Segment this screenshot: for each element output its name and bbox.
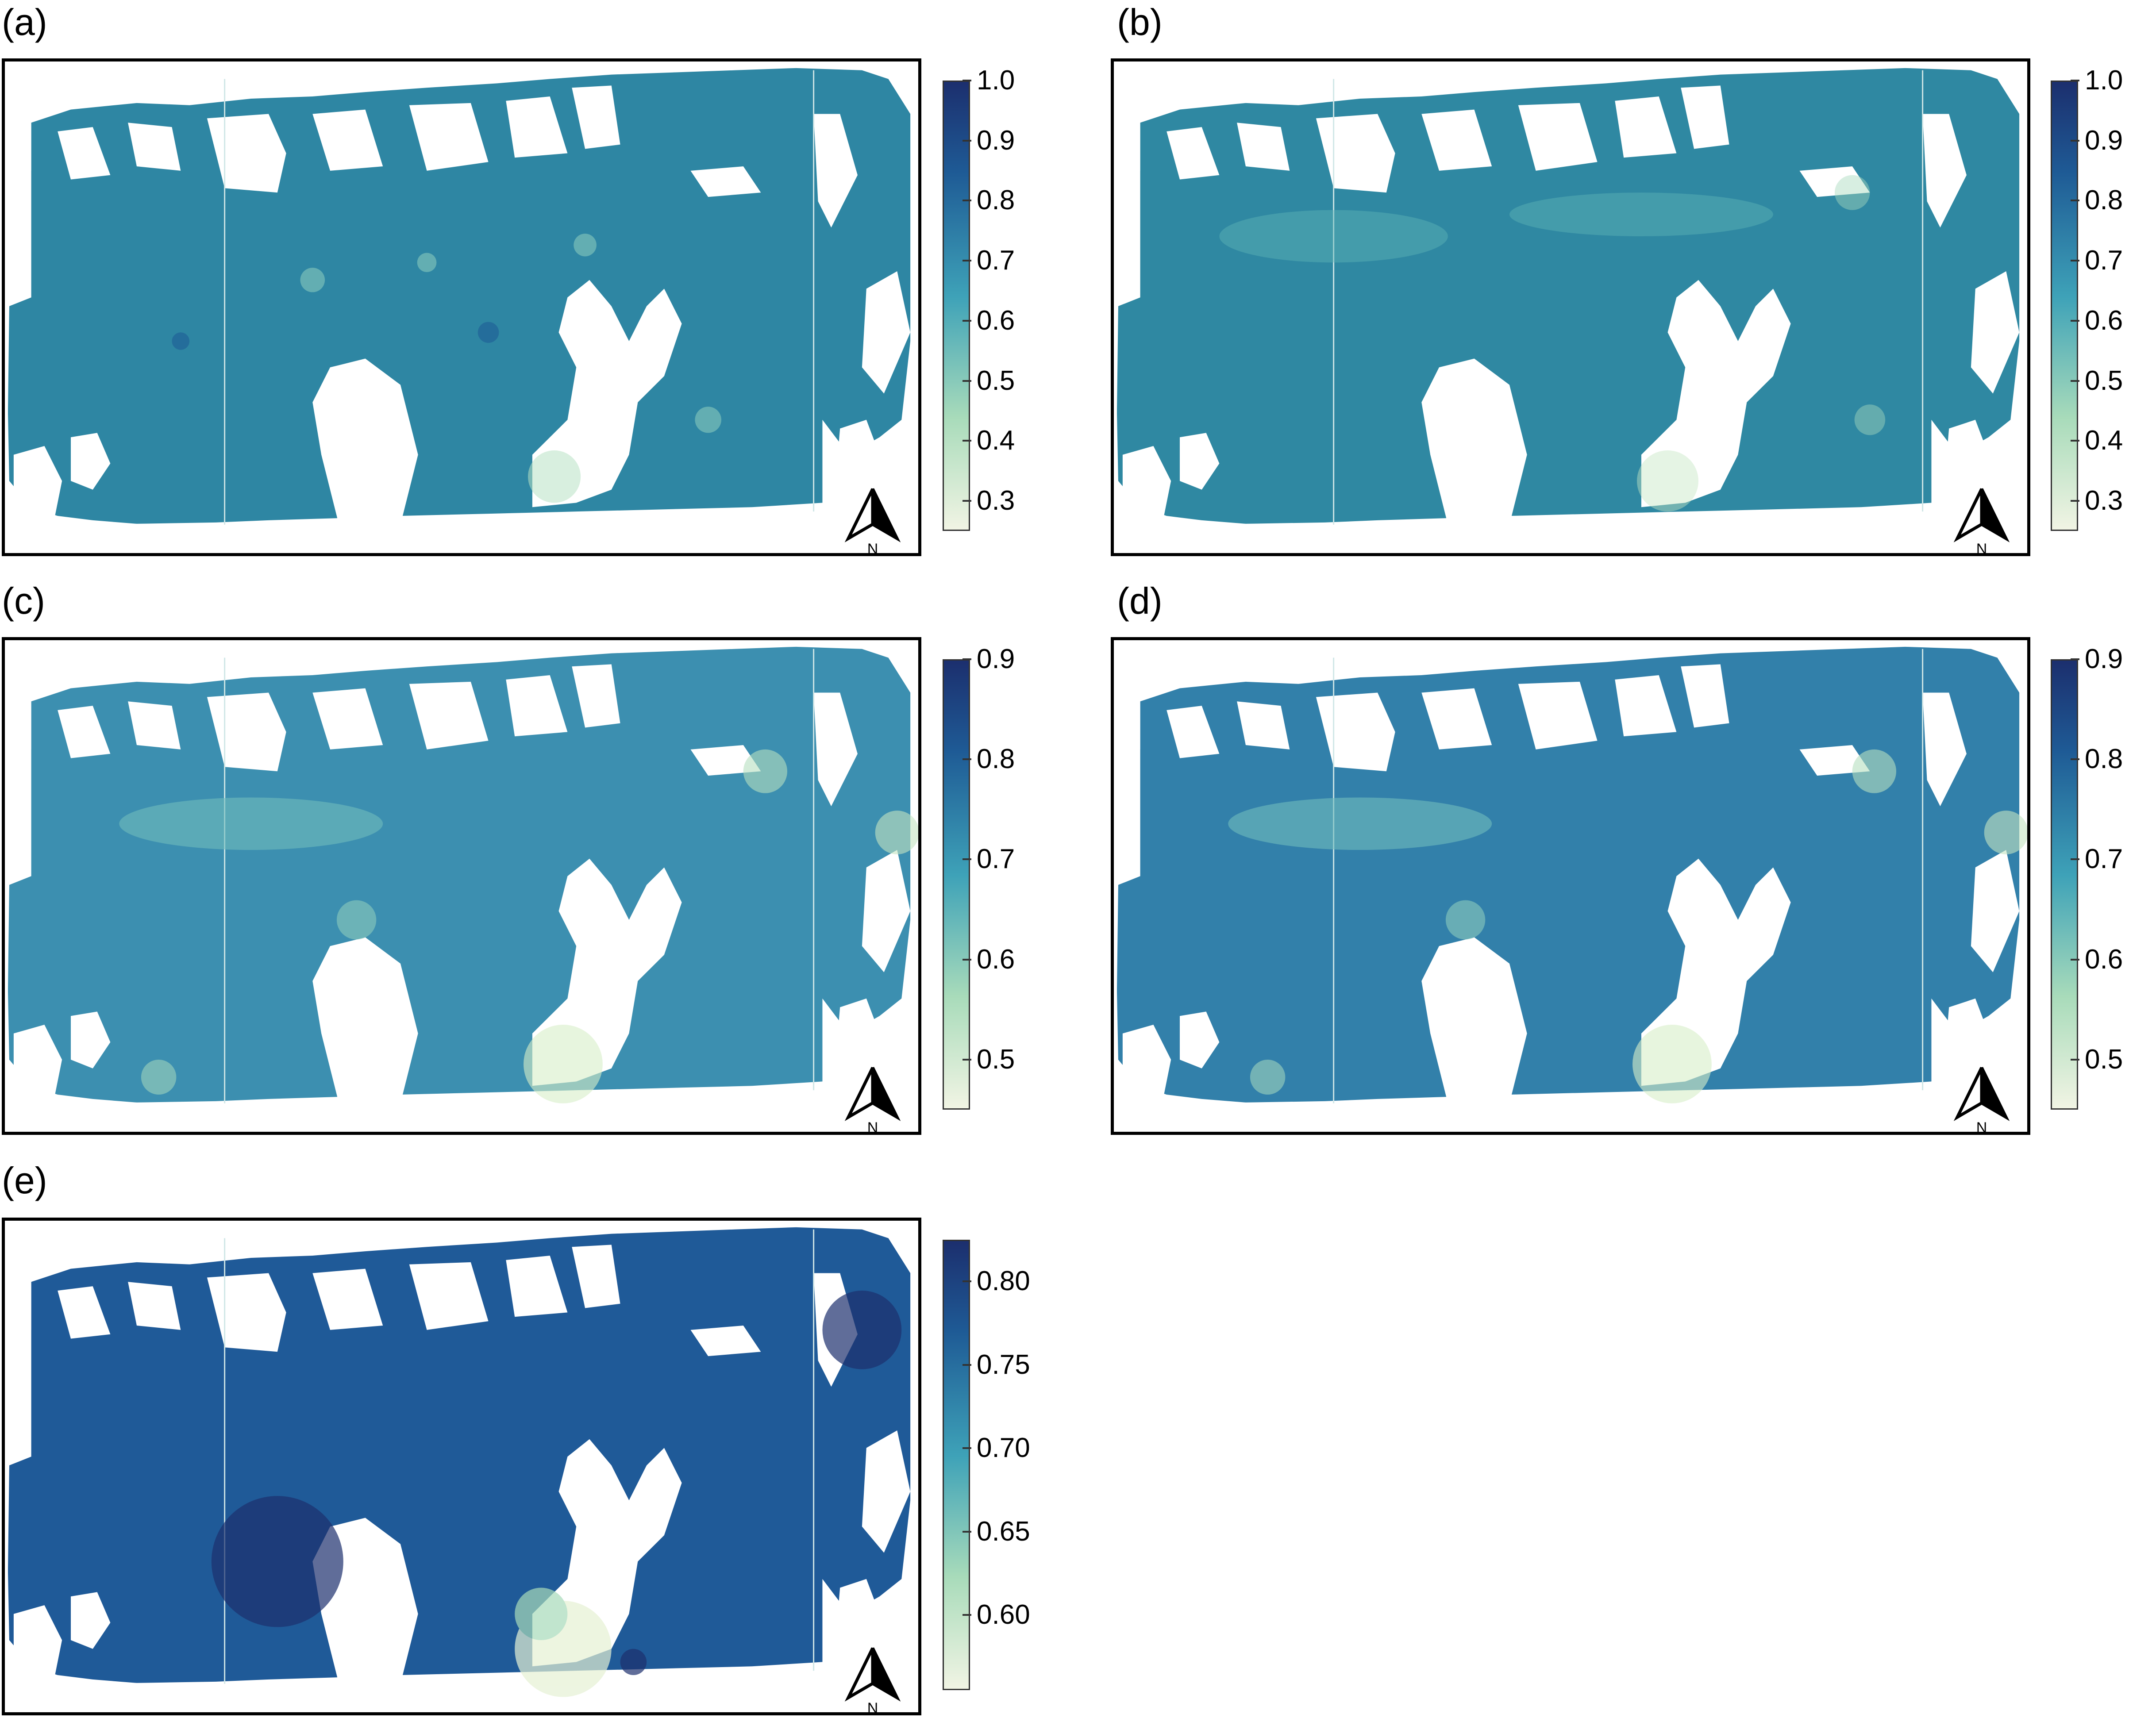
colorbar-tick-label: 0.5 bbox=[2085, 1044, 2123, 1075]
colorbar-tick-mark bbox=[962, 380, 971, 382]
colorbar-tick-label: 0.5 bbox=[2085, 365, 2123, 396]
colorbar-tick-label: 0.9 bbox=[2085, 644, 2123, 674]
colorbar-tick-mark bbox=[962, 1530, 971, 1533]
panel-label-c: (c) bbox=[2, 580, 45, 622]
colorbar-tick-mark bbox=[962, 1364, 971, 1366]
colorbar-tick-mark bbox=[962, 758, 971, 761]
colorbar-tick-mark bbox=[2071, 858, 2079, 861]
north-label-d: N bbox=[1976, 1119, 1987, 1135]
colorbar-tick-label: 0.75 bbox=[977, 1349, 1030, 1380]
colorbar-tick-mark bbox=[2071, 658, 2079, 660]
colorbar-tick-label: 0.70 bbox=[977, 1433, 1030, 1464]
north-label-c: N bbox=[867, 1119, 878, 1135]
map-panel-a: N bbox=[2, 58, 921, 556]
colorbar-tick-label: 0.6 bbox=[2085, 305, 2123, 336]
colorbar-tick-label: 0.9 bbox=[977, 644, 1015, 674]
colorbar-tick-mark bbox=[962, 1280, 971, 1283]
colorbar-tick-label: 0.8 bbox=[2085, 744, 2123, 775]
colorbar-tick-label: 0.8 bbox=[2085, 185, 2123, 216]
colorbar-c bbox=[943, 659, 970, 1110]
north-arrow-b: N bbox=[1948, 485, 2015, 556]
colorbar-tick-mark bbox=[962, 80, 971, 81]
colorbar-a bbox=[943, 81, 970, 531]
colorbar-tick-label: 0.9 bbox=[977, 125, 1015, 156]
north-arrow-d: N bbox=[1948, 1064, 2015, 1135]
colorbar-tick-mark bbox=[962, 658, 971, 660]
colorbar-tick-label: 0.6 bbox=[977, 305, 1015, 336]
colorbar-tick-label: 0.3 bbox=[977, 485, 1015, 516]
map-panel-b: N bbox=[1111, 58, 2030, 556]
north-arrow-c: N bbox=[839, 1064, 906, 1135]
colorbar-b bbox=[2051, 81, 2078, 531]
colorbar-tick-label: 0.5 bbox=[977, 1044, 1015, 1075]
colorbar-tick-mark bbox=[2071, 80, 2079, 81]
colorbar-tick-label: 0.7 bbox=[2085, 844, 2123, 875]
colorbar-tick-mark bbox=[2071, 958, 2079, 961]
map-canvas-d bbox=[1114, 640, 2027, 1132]
colorbar-tick-label: 1.0 bbox=[977, 65, 1015, 96]
colorbar-tick-label: 0.8 bbox=[977, 744, 1015, 775]
north-label-b: N bbox=[1976, 541, 1987, 556]
colorbar-tick-label: 0.7 bbox=[977, 844, 1015, 875]
colorbar-tick-mark bbox=[962, 139, 971, 142]
north-label-e: N bbox=[867, 1700, 878, 1715]
colorbar-tick-mark bbox=[962, 1447, 971, 1449]
colorbar-d bbox=[2051, 659, 2078, 1110]
colorbar-tick-mark bbox=[962, 1614, 971, 1616]
colorbar-tick-label: 0.4 bbox=[2085, 425, 2123, 456]
map-canvas-a bbox=[5, 61, 918, 553]
colorbar-tick-mark bbox=[962, 200, 971, 202]
colorbar-e bbox=[943, 1240, 970, 1690]
colorbar-tick-mark bbox=[962, 260, 971, 262]
colorbar-tick-label: 0.4 bbox=[977, 425, 1015, 456]
colorbar-tick-label: 0.65 bbox=[977, 1516, 1030, 1547]
map-panel-e: N bbox=[2, 1218, 921, 1715]
colorbar-tick-label: 0.60 bbox=[977, 1599, 1030, 1630]
colorbar-tick-mark bbox=[2071, 758, 2079, 761]
colorbar-tick-mark bbox=[2071, 500, 2079, 502]
map-panel-c: N bbox=[2, 637, 921, 1135]
panel-label-d: (d) bbox=[1117, 580, 1163, 622]
map-canvas-b bbox=[1114, 61, 2027, 553]
colorbar-tick-label: 0.5 bbox=[977, 365, 1015, 396]
colorbar-tick-mark bbox=[962, 319, 971, 322]
colorbar-tick-label: 0.6 bbox=[2085, 944, 2123, 975]
panel-label-a: (a) bbox=[2, 1, 47, 43]
colorbar-tick-label: 0.80 bbox=[977, 1266, 1030, 1297]
colorbar-tick-mark bbox=[2071, 260, 2079, 262]
vegetation-index-raster-a bbox=[5, 61, 918, 553]
colorbar-tick-mark bbox=[2071, 139, 2079, 142]
colorbar-tick-mark bbox=[2071, 1058, 2079, 1061]
north-arrow-a: N bbox=[839, 485, 906, 556]
map-canvas-e bbox=[5, 1221, 918, 1712]
colorbar-tick-mark bbox=[962, 858, 971, 861]
colorbar-tick-label: 0.7 bbox=[2085, 245, 2123, 276]
panel-label-e: (e) bbox=[2, 1160, 47, 1201]
panel-label-b: (b) bbox=[1117, 1, 1163, 43]
colorbar-tick-label: 0.6 bbox=[977, 944, 1015, 975]
map-canvas-c bbox=[5, 640, 918, 1132]
colorbar-tick-mark bbox=[962, 500, 971, 502]
colorbar-tick-mark bbox=[962, 440, 971, 442]
colorbar-tick-label: 0.8 bbox=[977, 185, 1015, 216]
colorbar-tick-label: 0.3 bbox=[2085, 485, 2123, 516]
colorbar-tick-mark bbox=[962, 958, 971, 961]
north-arrow-e: N bbox=[839, 1645, 906, 1715]
colorbar-tick-label: 0.9 bbox=[2085, 125, 2123, 156]
north-label-a: N bbox=[867, 541, 878, 556]
colorbar-tick-mark bbox=[2071, 200, 2079, 202]
colorbar-tick-mark bbox=[2071, 319, 2079, 322]
colorbar-tick-label: 0.7 bbox=[977, 245, 1015, 276]
colorbar-tick-mark bbox=[2071, 380, 2079, 382]
map-panel-d: N bbox=[1111, 637, 2030, 1135]
colorbar-tick-mark bbox=[962, 1058, 971, 1061]
colorbar-tick-mark bbox=[2071, 440, 2079, 442]
colorbar-tick-label: 1.0 bbox=[2085, 65, 2123, 96]
